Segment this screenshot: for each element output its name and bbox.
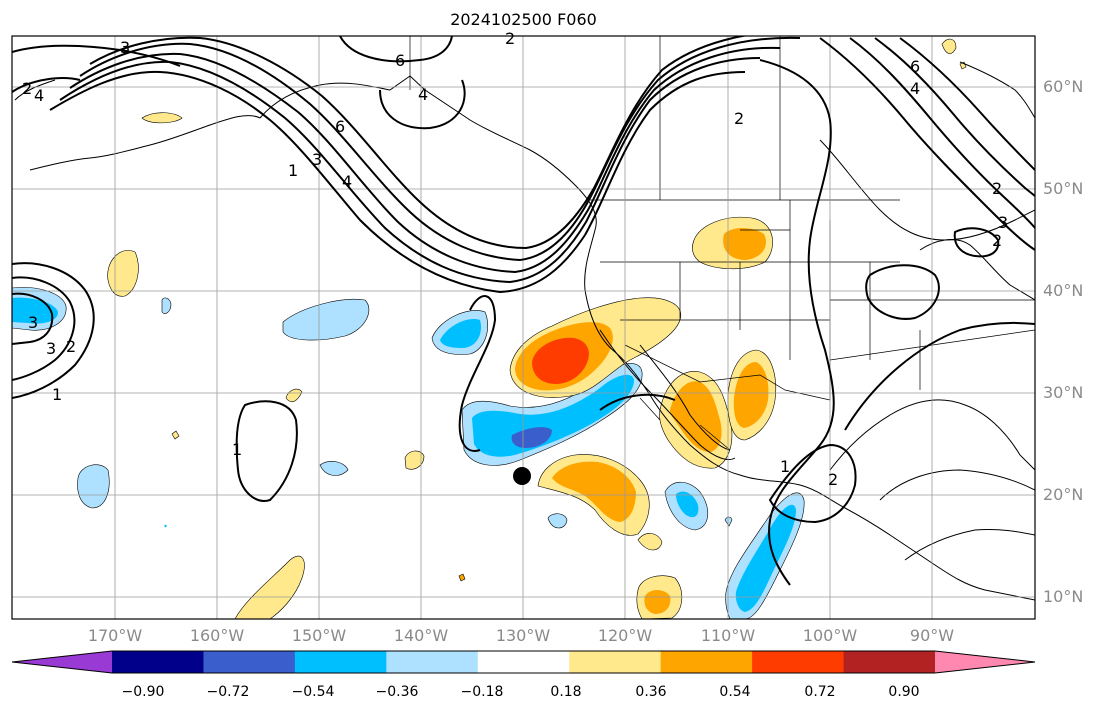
lon-label: 130°W — [495, 626, 551, 645]
colorbar-segment — [477, 651, 570, 673]
lat-label: 10°N — [1043, 587, 1084, 606]
coastlines — [14, 61, 1035, 601]
colorbar-tick-label: −0.18 — [460, 684, 504, 700]
colorbar-tick-label: −0.72 — [206, 684, 250, 700]
contour-label: 4 — [910, 79, 920, 98]
contour-lines — [12, 36, 1035, 586]
graticule — [12, 36, 1035, 619]
contour-label: 3 — [998, 213, 1008, 232]
colorbar-tick-label: 0.72 — [804, 684, 836, 700]
lat-label: 40°N — [1043, 281, 1084, 300]
contour-label: 4 — [34, 86, 44, 105]
colorbar-segment — [935, 651, 1035, 673]
contour-label: 2 — [992, 231, 1002, 250]
colorbar-tick-label: 0.36 — [635, 684, 667, 700]
colorbar-segment — [660, 651, 753, 673]
contour-label: 3 — [120, 38, 130, 57]
map-plot-area — [12, 36, 1035, 619]
colorbar-tick-label: −0.36 — [375, 684, 419, 700]
colorbar-segment — [112, 651, 204, 673]
contour-label: 2 — [992, 179, 1002, 198]
colorbar-segment — [752, 651, 845, 673]
contour-label: 6 — [335, 117, 345, 136]
contour-label: 1 — [232, 440, 242, 459]
contour-label: 1 — [780, 457, 790, 476]
contour-label: 3 — [28, 313, 38, 332]
contour-label: 3 — [312, 150, 322, 169]
colorbar-tick-label: −0.90 — [121, 684, 165, 700]
lon-label: 120°W — [597, 626, 653, 645]
colorbar-tick-label: −0.54 — [291, 684, 335, 700]
colorbar-tick-label: 0.54 — [719, 684, 751, 700]
lat-label: 30°N — [1043, 383, 1084, 402]
colorbar-outline — [11, 650, 1036, 674]
map-title: 2024102500 F060 — [450, 10, 597, 29]
contour-label: 6 — [395, 51, 405, 70]
contour-label: 1 — [288, 161, 298, 180]
contour-label: 4 — [418, 85, 428, 104]
colorbar-segment — [294, 651, 387, 673]
lon-label: 110°W — [700, 626, 756, 645]
lat-label: 20°N — [1043, 485, 1084, 504]
lon-label: 140°W — [393, 626, 449, 645]
contour-label: 2 — [734, 109, 744, 128]
colorbar — [11, 650, 1036, 674]
colorbar-segment — [843, 651, 936, 673]
lon-label: 100°W — [802, 626, 858, 645]
contour-label: 2 — [66, 337, 76, 356]
contour-label: 3 — [46, 339, 56, 358]
map-frame — [11, 35, 1036, 620]
contour-label: 6 — [910, 57, 920, 76]
colorbar-tick-label: 0.90 — [888, 684, 920, 700]
contour-label-group: 3 4 2 6 6 3 2 1 4 3 4 3 2 1 2 1 1 2 2 6 … — [22, 29, 1008, 489]
colorbar-segment — [569, 651, 662, 673]
lon-label: 90°W — [909, 626, 955, 645]
lat-label: 60°N — [1043, 77, 1084, 96]
colorbar-segment — [203, 651, 296, 673]
colorbar-segment — [386, 651, 479, 673]
contour-label: 1 — [52, 385, 62, 404]
lon-label: 170°W — [87, 626, 143, 645]
lon-label: 160°W — [189, 626, 245, 645]
lat-label: 50°N — [1043, 179, 1084, 198]
colorbar-segment — [12, 651, 112, 673]
lon-label: 150°W — [291, 626, 347, 645]
contour-label: 4 — [342, 172, 352, 191]
contour-label: 2 — [22, 79, 32, 98]
contour-label: 2 — [505, 29, 515, 48]
colorbar-tick-label: 0.18 — [550, 684, 582, 700]
contour-label: 2 — [828, 470, 838, 489]
storm-center-marker — [513, 467, 531, 485]
